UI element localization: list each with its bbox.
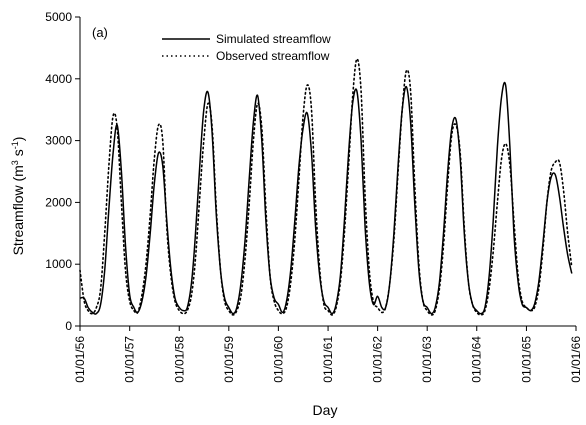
- legend-label-simulated: Simulated streamflow: [216, 32, 331, 46]
- axes-layer: 0 1000 2000 3000 4000 5000 01/01/56 01/01/57 01/…: [45, 10, 583, 383]
- x-axis-title: Day: [313, 402, 338, 418]
- y-axis-title-sup1: 3: [10, 160, 20, 165]
- panel-label: (a): [92, 25, 108, 40]
- y-tick-label: 4000: [45, 72, 72, 86]
- x-tick-label: 01/01/60: [271, 336, 285, 383]
- legend: Simulated streamflow Observed streamflow: [162, 32, 331, 63]
- x-tick-label: 01/01/58: [172, 336, 186, 383]
- y-axis-title-main: Streamflow (m: [10, 165, 26, 255]
- x-tick-label: 01/01/61: [321, 336, 335, 383]
- y-axis-title: Streamflow (m3 s-1): [10, 137, 26, 256]
- series-layer: [79, 58, 573, 316]
- y-tick-label: 3000: [45, 134, 72, 148]
- y-tick-label: 2000: [45, 195, 72, 209]
- labels-layer: (a) Day Streamflow (m3 s-1) Simulated st…: [10, 25, 337, 418]
- x-tick-label: 01/01/62: [371, 336, 385, 383]
- y-axis-title-sup2: -1: [10, 141, 20, 149]
- x-tick-label: 01/01/64: [470, 336, 484, 383]
- x-tick-label: 01/01/56: [73, 336, 87, 383]
- x-tick-label: 01/01/59: [222, 336, 236, 383]
- y-axis-title-mid: s: [10, 149, 26, 160]
- series-line-simulated: [79, 81, 573, 315]
- x-tick-label: 01/01/66: [569, 336, 583, 383]
- x-tick-label: 01/01/65: [519, 336, 533, 383]
- series-line-observed: [79, 58, 573, 316]
- legend-label-observed: Observed streamflow: [216, 49, 330, 63]
- y-axis-title-end: ): [10, 137, 26, 142]
- y-tick-label: 1000: [45, 257, 72, 271]
- x-tick-label: 01/01/63: [420, 336, 434, 383]
- x-tick-label: 01/01/57: [123, 336, 137, 383]
- y-tick-label: 0: [65, 319, 72, 333]
- y-tick-label: 5000: [45, 10, 72, 24]
